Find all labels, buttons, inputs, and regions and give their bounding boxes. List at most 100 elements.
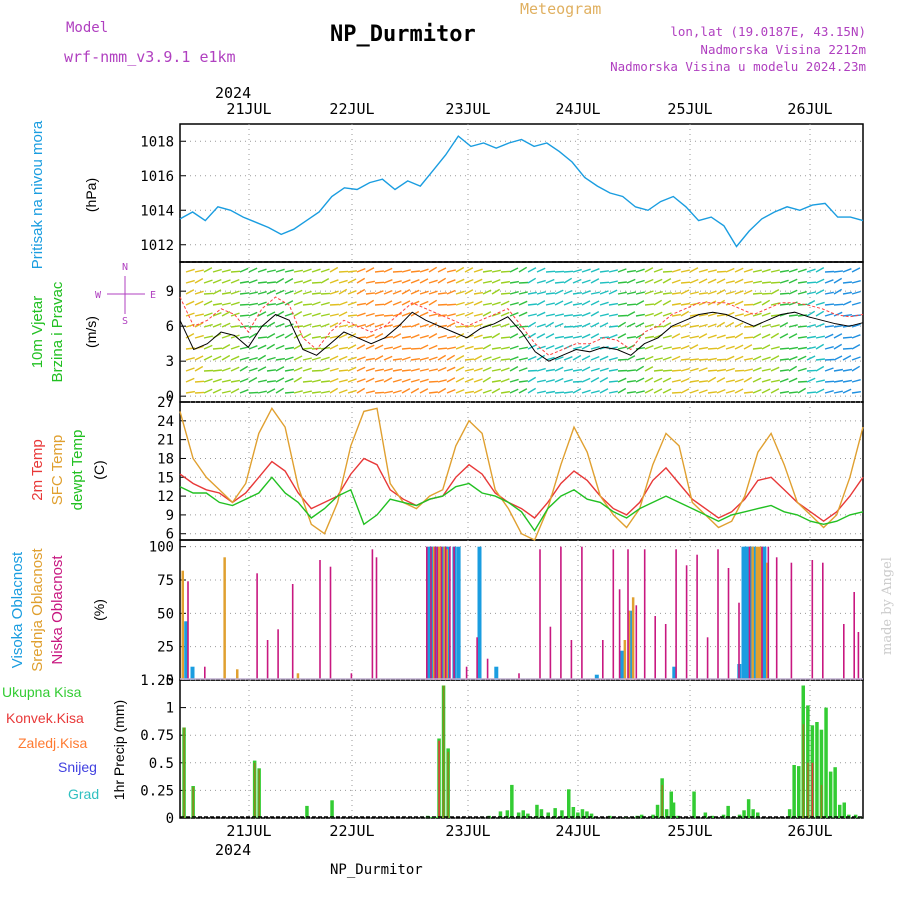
wind-arrow [383,390,393,394]
wind-arrow [212,302,223,306]
wind-arrow [320,268,330,273]
wind-arrow [455,312,465,317]
wind-arrow [536,345,546,350]
wind-arrow [302,268,312,273]
wind-arrow [212,268,222,273]
wind-arrow [662,312,672,317]
wind-arrow [572,292,583,295]
wind-arrow [419,368,429,372]
wind-arrow [815,323,825,328]
wind-arrow [725,290,735,295]
wind-arrow [374,391,385,394]
wind-arrow [788,289,798,295]
wind-arrow [509,267,519,273]
wind-arrow [302,333,312,339]
wind-arrow [392,345,402,350]
y-tick-label: 12 [157,489,174,505]
wind-arrow [374,368,384,372]
precip-bar [330,800,334,818]
y-tick-label: 1018 [140,134,174,150]
wind-arrow [248,357,258,361]
precip-series-1 [438,740,814,818]
wind-arrow [635,322,645,328]
wind-arrow [734,388,744,394]
wind-arrow [770,288,780,295]
wind-arrow [293,269,303,273]
wind-arrow [779,358,789,361]
wind-arrow [788,346,799,350]
cloud-bar [631,597,635,680]
wind-arrow [707,391,717,394]
wind-arrow [302,347,313,350]
wind-arrow [455,278,465,284]
wind-arrow [257,311,267,317]
wind-arrow [212,388,222,394]
wind-arrow [320,301,330,306]
wind-arrow [410,358,421,361]
cloud-bar [857,632,860,680]
y-tick-label: 0 [166,389,174,405]
wind-arrow [545,356,555,361]
cloud-bar [664,624,667,680]
wind-arrow [491,346,502,350]
wind-arrow [293,366,303,372]
wind-arrow [203,344,213,350]
wind-arrow [455,266,465,273]
wind-arrow [824,367,834,372]
wind-arrow [212,278,222,284]
wind-arrow [716,334,726,339]
precip-bar [802,724,805,818]
wind-arrow [851,343,861,350]
precip-bar [692,791,696,818]
wind-arrow [302,279,312,284]
wind-arrow [401,387,411,394]
wind-arrow [356,378,366,383]
wind-arrow [212,312,222,317]
wind-arrow [329,335,339,339]
precip-bar [516,812,521,818]
cloud-bar [486,658,489,680]
wind-arrow [563,277,573,284]
wind-arrow [770,314,780,317]
wind-arrow [815,388,825,394]
wind-arrow [347,323,357,328]
wind-arrow [329,279,339,284]
wind-arrow [329,355,339,361]
precip-bar [498,811,503,818]
wind-arrow [455,325,466,328]
cloud-side-label-1: Visoka Oblacnost [9,551,26,668]
wind-arrow [671,355,681,361]
wind-arrow [221,354,231,361]
compass-icon: N W E S [95,262,156,327]
wind-arrow [446,354,456,361]
cloud-bar [430,546,432,680]
wind-arrow [437,314,447,317]
wind-arrow [743,357,753,361]
wind-arrow [383,377,393,383]
wind-arrow [257,291,267,295]
wind-arrow [806,291,816,295]
precip-bar [639,814,644,818]
wind-arrow [437,292,447,295]
wind-arrow [806,268,816,273]
cloud-bar [477,546,482,680]
wind-arrow [518,266,528,273]
wind-arrow [635,300,645,306]
wind-arrow [473,323,483,328]
wind-arrow [230,345,240,350]
wind-arrow [698,389,708,394]
cloud-bar [672,666,677,680]
wind-arrow [311,356,321,361]
wind-arrow [428,344,438,350]
wind-arrow [410,387,420,394]
wind-arrow [572,354,582,361]
cloud-bar [751,546,754,680]
wind-arrow [221,343,231,350]
wind-arrow [590,355,600,361]
wind-arrow [329,322,339,328]
wind-arrow [302,290,312,295]
cloud-bar [853,592,855,680]
wind-arrow [797,367,807,372]
wind-arrow [374,290,384,295]
wind-arrow [770,269,780,273]
